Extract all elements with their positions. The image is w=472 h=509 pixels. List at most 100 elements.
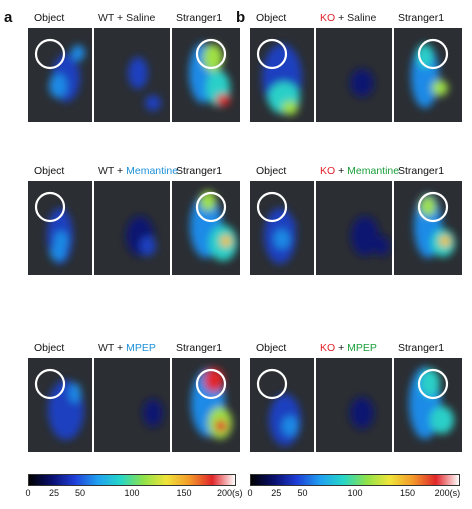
heat-blob [432, 80, 448, 96]
heat-blob [351, 216, 379, 256]
object-chamber-label: Object [34, 342, 65, 354]
heat-blob [439, 235, 451, 247]
colorbar-b-ticks: 0 25 50 100 150 200(s) [247, 488, 460, 500]
heat-blob [216, 94, 230, 106]
plus-sign: + [335, 165, 348, 177]
heatmap-image [34, 191, 237, 264]
heatmap-arena [250, 181, 462, 275]
stranger-cup-circle [195, 191, 227, 223]
treatment-label: MPEP [126, 342, 156, 354]
colorbar-a [28, 474, 236, 486]
condition-title: KO + MPEP [320, 342, 377, 354]
tick-label: 200(s) [216, 488, 243, 498]
arena-group-a-2: Object WT + Memantine Stranger1 [28, 163, 240, 275]
heat-blob [350, 69, 374, 97]
arena-group-b-1: Object KO + Saline Stranger1 [250, 10, 462, 122]
heatmap-arena [28, 358, 240, 452]
chamber-divider [314, 358, 316, 452]
chamber-divider [314, 28, 316, 122]
heatmap-arena [250, 28, 462, 122]
condition-title: WT + Saline [98, 12, 155, 24]
chamber-divider [92, 358, 94, 452]
object-cup-circle [256, 368, 288, 400]
chamber-divider [170, 358, 172, 452]
arena-group-a-1: Object WT + Saline Stranger1 [28, 10, 240, 122]
chamber-divider [392, 358, 394, 452]
object-chamber-label: Object [34, 12, 65, 24]
genotype-label: KO [320, 12, 336, 24]
heat-blob [145, 95, 161, 111]
tick-label: 50 [74, 488, 86, 498]
stranger-chamber-label: Stranger1 [398, 12, 445, 24]
heat-blob [49, 74, 67, 98]
tick-label: 50 [297, 488, 308, 498]
heat-blob [350, 397, 374, 429]
tick-label: 25 [271, 488, 282, 498]
colorbar-a-ticks: 0 25 50 100 150 200(s) [25, 488, 242, 500]
arena-group-b-2: Object KO + Memantine Stranger1 [250, 163, 462, 275]
heatmap-arena [28, 181, 240, 275]
heat-blob [282, 416, 298, 436]
object-cup-circle [256, 38, 288, 70]
stranger-cup-circle [195, 368, 227, 400]
stranger-chamber-label: Stranger1 [176, 342, 223, 354]
plus-sign: + [335, 12, 348, 24]
stranger-chamber-label: Stranger1 [398, 342, 445, 354]
genotype-label: WT [98, 342, 115, 354]
genotype-label: WT [98, 12, 115, 24]
heat-blob [420, 369, 440, 397]
object-chamber-label: Object [34, 165, 65, 177]
heatmap-image [256, 38, 449, 115]
tick-label: 0 [247, 488, 253, 498]
treatment-label: Memantine [347, 165, 400, 177]
heat-blob [215, 420, 227, 432]
tick-label: 150 [176, 488, 192, 498]
object-cup-circle [34, 38, 66, 70]
chamber-divider [170, 28, 172, 122]
panel-a-letter: a [4, 9, 13, 26]
stranger-chamber-label: Stranger1 [176, 165, 223, 177]
plus-sign: + [114, 165, 127, 177]
heat-blob [69, 383, 81, 403]
heat-blob [284, 218, 296, 234]
treatment-label: Saline [126, 12, 156, 24]
stranger-cup-circle [417, 368, 449, 400]
arena-group-b-3: Object KO + MPEP Stranger1 [250, 340, 462, 452]
stranger-chamber-label: Stranger1 [176, 12, 223, 24]
plus-sign: + [114, 342, 127, 354]
treatment-label: Saline [347, 12, 377, 24]
stranger-cup-circle [195, 38, 227, 70]
stranger-cup-circle [417, 191, 449, 223]
heat-blob [220, 235, 232, 247]
tick-label: 100 [124, 488, 140, 498]
chamber-divider [92, 28, 94, 122]
heat-blob [282, 101, 298, 115]
chamber-divider [314, 181, 316, 275]
panel-b-letter: b [236, 9, 246, 26]
condition-title: WT + Memantine [98, 165, 178, 177]
condition-title: KO + Memantine [320, 165, 399, 177]
tick-label: 100 [347, 488, 363, 498]
heatmap-image [256, 367, 454, 446]
object-cup-circle [34, 368, 66, 400]
object-chamber-label: Object [256, 342, 287, 354]
tick-label: 25 [48, 488, 60, 498]
heat-blob [128, 57, 148, 89]
chamber-divider [92, 181, 94, 275]
colorbar-b [250, 474, 460, 486]
heat-blob [50, 245, 66, 261]
chamber-divider [392, 28, 394, 122]
plus-sign: + [335, 342, 348, 354]
chamber-divider [170, 181, 172, 275]
plus-sign: + [114, 12, 127, 24]
genotype-label: KO [320, 342, 336, 354]
treatment-label: Memantine [126, 165, 179, 177]
heat-blob [374, 236, 390, 256]
heat-blob [71, 45, 85, 61]
chamber-divider [392, 181, 394, 275]
stranger-cup-circle [417, 38, 449, 70]
stranger-chamber-label: Stranger1 [398, 165, 445, 177]
tick-label: 0 [25, 488, 31, 498]
genotype-label: WT [98, 165, 115, 177]
heatmap-arena [28, 28, 240, 122]
